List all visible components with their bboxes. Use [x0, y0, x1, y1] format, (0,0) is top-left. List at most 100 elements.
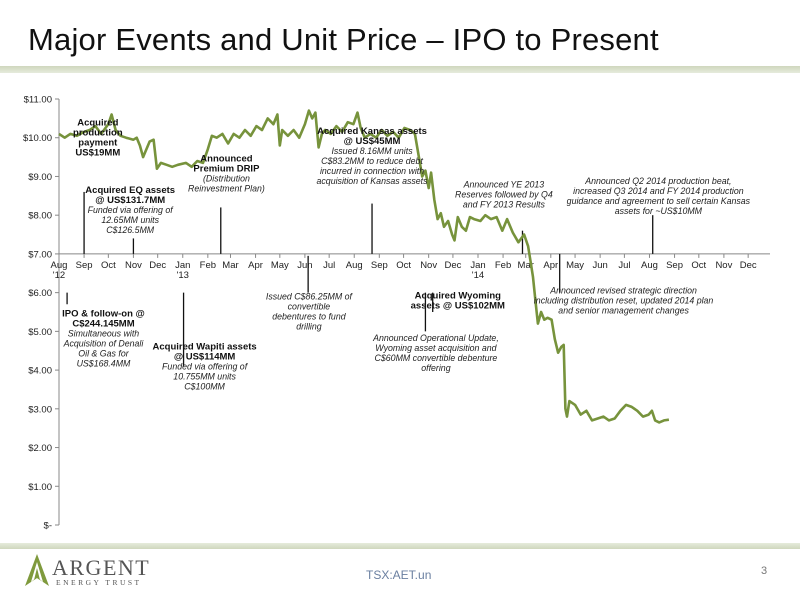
x-tick-label: Sep — [76, 260, 93, 271]
x-tick-label: Jun — [592, 260, 607, 271]
event-detail-label: 10.755MM units — [173, 372, 236, 382]
x-tick-label: Oct — [691, 260, 706, 271]
x-tick-label: Jan — [175, 260, 190, 271]
event-detail-label: Funded via offering of — [162, 362, 249, 372]
y-tick-label: $11.00 — [24, 95, 52, 106]
y-tick-label: $3.00 — [28, 404, 52, 415]
event-title-label: Premium DRIP — [193, 164, 260, 175]
event-title-label: @ US$45MM — [344, 136, 401, 147]
event-detail-label: guidance and agreement to sell certain K… — [567, 196, 751, 206]
x-tick-label: Sep — [666, 260, 683, 271]
event-detail-label: C$60MM convertible debenture — [375, 353, 498, 363]
event-detail-label: Issued C$86.25MM of — [266, 292, 354, 302]
logo-wordmark: ARGENT — [52, 555, 151, 580]
event-detail-label: Announced Operational Update, — [372, 333, 499, 343]
event-title-label: Announced — [200, 154, 252, 165]
event-title-label: @ US$131.7MM — [95, 195, 165, 206]
x-tick-label: Aug — [641, 260, 658, 271]
event-detail-label: C$126.5MM — [106, 225, 155, 235]
x-tick-label: May — [566, 260, 584, 271]
x-tick-label: Jul — [323, 260, 335, 271]
unit-price-line — [58, 109, 670, 424]
event-detail-label: US$168.4MM — [77, 359, 131, 369]
event-detail-label: Announced YE 2013 — [463, 179, 545, 189]
x-tick-label: Jun — [297, 260, 312, 271]
argent-logo: ARGENT ENERGY TRUST — [22, 552, 172, 592]
y-tick-label: $7.00 — [28, 249, 52, 260]
event-title-label: Acquired — [77, 117, 118, 128]
x-tick-label: Aug — [51, 260, 68, 271]
x-tick-year-label: '12 — [53, 270, 65, 281]
event-title-label: Acquired EQ assets — [85, 185, 175, 196]
argent-flame-icon — [25, 554, 49, 586]
event-title-label: US$19MM — [75, 147, 120, 158]
y-tick-label: $9.00 — [28, 172, 52, 183]
event-detail-label: incurred in connection with — [320, 166, 424, 176]
x-tick-label: Dec — [149, 260, 166, 271]
event-title-label: Acquired Wyoming — [415, 290, 502, 301]
x-tick-label: Nov — [715, 260, 732, 271]
footer-divider — [0, 543, 800, 549]
x-tick-label: Jan — [470, 260, 485, 271]
event-title-label: IPO & follow-on @ — [62, 309, 145, 320]
x-tick-label: Sep — [371, 260, 388, 271]
x-tick-label: Oct — [396, 260, 411, 271]
x-tick-label: Mar — [222, 260, 238, 271]
event-title-label: payment — [78, 137, 118, 148]
event-detail-label: Announced revised strategic direction — [549, 285, 697, 295]
x-tick-label: May — [271, 260, 289, 271]
x-tick-label: Nov — [420, 260, 437, 271]
event-detail-label: including distribution reset, updated 20… — [534, 295, 714, 305]
event-title-label: assets @ US$102MM — [411, 300, 505, 311]
x-tick-label: Aug — [346, 260, 363, 271]
page-number: 3 — [761, 565, 768, 577]
logo-tagline: ENERGY TRUST — [56, 578, 142, 587]
y-tick-label: $10.00 — [23, 133, 52, 144]
x-tick-year-label: '14 — [472, 270, 484, 281]
event-detail-label: drilling — [296, 322, 322, 332]
event-detail-label: Funded via offering of — [88, 205, 175, 215]
event-detail-label: convertible — [288, 302, 331, 312]
event-detail-label: acquisition of Kansas assets — [317, 176, 429, 186]
x-tick-label: Nov — [125, 260, 142, 271]
event-title-label: production — [73, 127, 123, 138]
event-detail-label: increased Q3 2014 and FY 2014 production — [573, 186, 744, 196]
y-tick-label: $8.00 — [28, 211, 52, 222]
unit-price-chart: $- $1.00 $2.00 $3.00 $4.00 $5.00 $6.00 $7.00 $8.… — [23, 95, 770, 532]
event-detail-label: 12.65MM units — [101, 215, 159, 225]
x-tick-label: Jul — [618, 260, 630, 271]
x-tick-label: Apr — [248, 260, 263, 271]
event-title-label: Acquired Wapiti assets — [153, 342, 257, 353]
event-title-label: @ US$114MM — [174, 352, 236, 363]
x-tick-label: Oct — [101, 260, 116, 271]
y-tick-label: $6.00 — [28, 288, 52, 299]
ticker-symbol: TSX:AET.un — [366, 568, 432, 582]
x-tick-label: Mar — [518, 260, 534, 271]
y-tick-label: $4.00 — [28, 366, 52, 377]
event-detail-label: Simultaneous with — [68, 329, 139, 339]
y-tick-label: $1.00 — [28, 482, 52, 493]
event-detail-label: Announced Q2 2014 production beat, — [584, 176, 731, 186]
event-detail-label: debentures to fund — [272, 312, 346, 322]
event-title-label: C$244.145MM — [72, 319, 134, 330]
event-detail-label: assets for ~US$10MM — [615, 206, 703, 216]
x-tick-label: Dec — [740, 260, 757, 271]
x-tick-label: Feb — [495, 260, 511, 271]
event-detail-label: Wyoming asset acquisition and — [375, 343, 497, 353]
x-tick-label: Apr — [543, 260, 558, 271]
event-detail-label: Acquisition of Denali — [63, 339, 145, 349]
event-detail-label: C$83.2MM to reduce debt — [321, 156, 423, 166]
event-detail-label: Reinvestment Plan) — [188, 184, 265, 194]
event-detail-label: Issued 8.16MM units — [331, 146, 413, 156]
slide-title: Major Events and Unit Price – IPO to Pre… — [28, 22, 659, 57]
x-tick-label: Feb — [200, 260, 216, 271]
event-detail-label: (Distribution — [203, 174, 250, 184]
event-detail-label: Oil & Gas for — [78, 349, 129, 359]
y-tick-label: $- — [44, 521, 52, 532]
event-detail-label: and FY 2013 Results — [463, 199, 546, 209]
event-detail-label: and senior management changes — [558, 305, 689, 315]
event-detail-label: offering — [421, 363, 450, 373]
x-tick-year-label: '13 — [177, 270, 189, 281]
y-tick-label: $5.00 — [28, 327, 52, 338]
event-title-label: Acquired Kansas assets — [317, 126, 427, 137]
